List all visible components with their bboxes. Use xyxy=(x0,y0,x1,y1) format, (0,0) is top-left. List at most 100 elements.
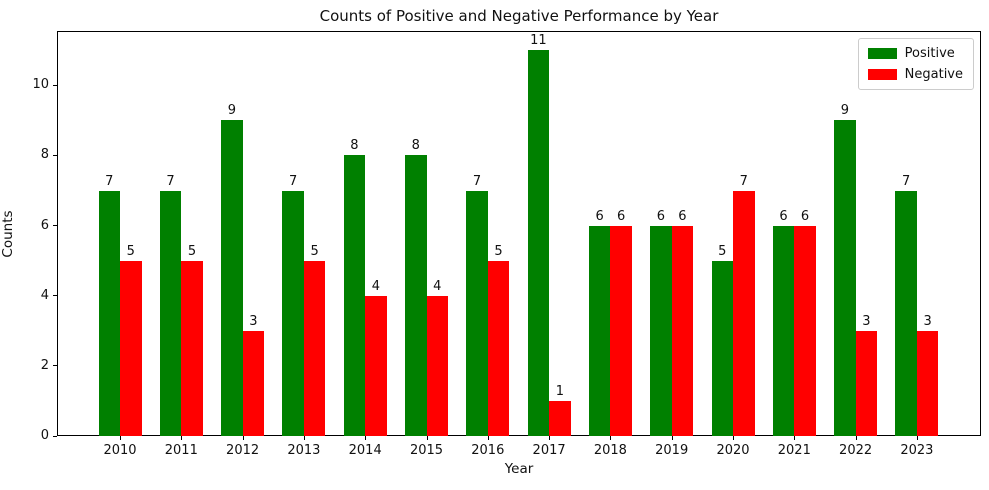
y-tick-mark xyxy=(53,295,57,297)
y-tick-label: 4 xyxy=(40,287,49,303)
legend-label-positive: Positive xyxy=(904,46,955,61)
bar-negative-2020 xyxy=(733,190,755,436)
bar-negative-2013 xyxy=(303,260,326,436)
bar-value-label-negative-2018: 6 xyxy=(617,208,626,224)
x-tick-mark xyxy=(916,436,918,440)
y-axis-label: Counts xyxy=(0,210,16,258)
x-tick-mark xyxy=(303,436,305,440)
x-tick-mark xyxy=(610,436,612,440)
bar-negative-2023 xyxy=(916,330,939,436)
bar-value-label-negative-2021: 6 xyxy=(800,208,810,224)
bar-positive-2011 xyxy=(159,190,182,436)
x-tick-label: 2022 xyxy=(839,443,873,458)
bar-value-label-positive-2015: 8 xyxy=(411,138,420,154)
x-tick-label: 2018 xyxy=(593,443,627,458)
legend-swatch-positive-icon xyxy=(867,48,897,59)
y-tick-label: 0 xyxy=(40,428,49,443)
bar-value-label-negative-2019: 6 xyxy=(678,208,687,224)
bar-value-label-negative-2017: 1 xyxy=(555,383,564,399)
bar-negative-2018 xyxy=(610,225,632,436)
x-tick-mark xyxy=(794,436,796,440)
legend-entry-negative: Negative xyxy=(867,67,963,82)
y-tick-label: 6 xyxy=(40,217,49,233)
bar-negative-2021 xyxy=(794,225,816,436)
y-tick-label: 10 xyxy=(32,77,49,93)
bar-positive-2010 xyxy=(98,190,120,436)
bar-value-label-negative-2016: 5 xyxy=(494,243,503,259)
bar-negative-2010 xyxy=(120,260,142,436)
bar-negative-2017 xyxy=(549,400,571,436)
bar-positive-2014 xyxy=(343,155,366,436)
x-tick-label: 2017 xyxy=(532,443,566,458)
x-tick-label: 2010 xyxy=(103,443,137,458)
x-tick-mark xyxy=(181,436,183,440)
bar-positive-2021 xyxy=(772,225,795,436)
x-tick-mark xyxy=(855,436,857,440)
y-tick-mark xyxy=(53,225,57,227)
x-tick-label: 2021 xyxy=(777,443,811,458)
bar-value-label-negative-2023: 3 xyxy=(923,313,932,329)
bar-positive-2017 xyxy=(527,50,550,436)
x-tick-label: 2012 xyxy=(226,443,260,458)
x-axis-label: Year xyxy=(504,461,534,477)
bar-negative-2011 xyxy=(181,260,203,436)
bar-value-label-negative-2010: 5 xyxy=(126,243,135,259)
bar-negative-2019 xyxy=(671,225,694,436)
legend-label-negative: Negative xyxy=(904,67,963,82)
bar-positive-2022 xyxy=(834,120,856,436)
bar-negative-2022 xyxy=(855,330,878,436)
bar-value-label-positive-2023: 7 xyxy=(902,173,911,189)
bar-value-label-positive-2012: 9 xyxy=(227,103,236,119)
y-tick-label: 8 xyxy=(40,147,49,163)
bar-value-label-positive-2017: 11 xyxy=(530,33,547,49)
legend-swatch-negative-icon xyxy=(867,69,897,80)
y-tick-mark xyxy=(53,154,57,156)
x-tick-mark xyxy=(733,436,734,440)
bar-value-label-negative-2011: 5 xyxy=(187,243,197,259)
x-tick-mark xyxy=(671,436,673,440)
bar-value-label-positive-2020: 5 xyxy=(718,243,727,259)
legend-entry-positive: Positive xyxy=(867,46,963,61)
bar-value-label-positive-2019: 6 xyxy=(656,208,666,224)
bar-negative-2016 xyxy=(487,260,510,436)
bar-positive-2023 xyxy=(895,190,917,436)
bar-positive-2012 xyxy=(221,120,243,436)
bar-positive-2013 xyxy=(282,190,304,436)
bar-value-label-positive-2022: 9 xyxy=(840,103,849,119)
y-tick-mark xyxy=(53,435,57,437)
y-tick-mark xyxy=(53,365,57,367)
bar-value-label-negative-2013: 5 xyxy=(310,243,319,259)
bar-negative-2012 xyxy=(242,330,265,436)
bar-negative-2015 xyxy=(426,295,448,436)
x-tick-label: 2016 xyxy=(471,443,505,458)
bar-value-label-negative-2015: 4 xyxy=(433,278,442,294)
chart-title: Counts of Positive and Negative Performa… xyxy=(319,7,719,25)
bar-positive-2019 xyxy=(650,225,672,436)
y-tick-mark xyxy=(53,84,57,86)
x-tick-label: 2020 xyxy=(716,443,750,458)
bar-positive-2016 xyxy=(466,190,488,436)
x-tick-label: 2011 xyxy=(164,443,198,458)
bar-negative-2014 xyxy=(365,295,387,436)
bar-positive-2018 xyxy=(588,225,611,436)
x-tick-mark xyxy=(487,436,489,440)
x-tick-label: 2019 xyxy=(655,443,689,458)
x-tick-label: 2014 xyxy=(348,443,382,458)
x-tick-mark xyxy=(242,436,244,440)
bar-value-label-positive-2010: 7 xyxy=(105,173,114,189)
bar-value-label-positive-2021: 6 xyxy=(779,208,788,224)
legend: Positive Negative xyxy=(857,38,974,90)
x-tick-label: 2015 xyxy=(409,443,444,458)
x-tick-label: 2013 xyxy=(287,443,321,458)
bar-positive-2020 xyxy=(711,260,733,436)
bar-value-label-positive-2016: 7 xyxy=(472,173,482,189)
bar-value-label-negative-2020: 7 xyxy=(739,173,748,189)
x-tick-mark xyxy=(426,436,428,440)
bar-value-label-positive-2018: 6 xyxy=(595,208,604,224)
bar-value-label-negative-2022: 3 xyxy=(862,313,871,329)
x-tick-label: 2023 xyxy=(900,443,934,458)
plot-area: Positive Negative xyxy=(57,31,981,436)
bar-value-label-negative-2014: 4 xyxy=(371,278,381,294)
x-tick-mark xyxy=(365,436,367,440)
